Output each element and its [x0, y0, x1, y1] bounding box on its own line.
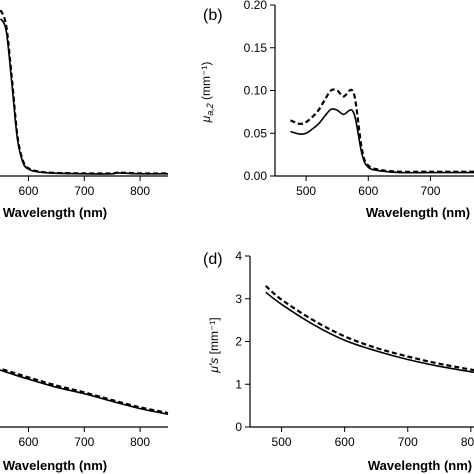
x-tick-label-d: 800	[461, 435, 474, 449]
xlabel-b: Wavelength (nm)	[366, 205, 470, 220]
panel-a: 600 700 800	[0, 9, 169, 198]
chart-marks: 600 700 800 500 600 700 0.00 0.05 0.10 0.15 0.20 60…	[0, 0, 474, 449]
series-line-dashed-a	[0, 9, 169, 175]
y-tick-label-d: 2	[235, 335, 242, 349]
x-tick-label-b: 500	[296, 184, 316, 198]
panel-c: 600 700 800	[0, 367, 169, 449]
y-tick-label-b: 0.05	[244, 126, 268, 140]
series-line-solid-b	[290, 108, 474, 174]
y-tick-label-b: 0.00	[244, 169, 268, 183]
y-tick-label-b: 0.10	[244, 84, 268, 98]
x-tick-label-c: 800	[130, 435, 150, 449]
x-tick-label-c: 700	[74, 435, 94, 449]
series-line-solid-d	[265, 291, 474, 374]
y-tick-label-b: 0.15	[244, 41, 268, 55]
y-tick-label-b: 0.20	[244, 0, 268, 12]
x-tick-label-a: 700	[74, 184, 94, 198]
series-line-solid-a	[0, 18, 169, 175]
x-tick-label-c: 600	[18, 435, 38, 449]
ylabel-d: μ's [mm⁻¹]	[207, 317, 221, 373]
ylabel-b-unit: (mm⁻¹)	[199, 62, 213, 104]
ylabel-d-symbol: μ's	[207, 358, 221, 374]
ylabel-b: μa,2 (mm⁻¹)	[199, 62, 215, 124]
ylabel-d-unit: [mm⁻¹]	[207, 317, 221, 357]
series-line-dashed-d	[265, 285, 474, 372]
y-tick-label-d: 3	[235, 292, 242, 306]
xlabel-c: Wavelength (nm)	[3, 458, 107, 473]
x-tick-label-b: 700	[420, 184, 440, 198]
x-tick-label-d: 600	[335, 435, 355, 449]
y-tick-label-d: 1	[235, 377, 242, 391]
x-tick-label-d: 700	[398, 435, 418, 449]
xlabel-d: Wavelength (nm)	[368, 458, 472, 473]
xlabel-a: Wavelength (nm)	[3, 205, 107, 220]
series-line-dashed-c	[0, 367, 169, 414]
x-tick-label-a: 800	[130, 184, 150, 198]
panel-label-d: (d)	[203, 251, 223, 268]
panel-d: 500 600 700 800 0 1 2 3 4	[235, 249, 474, 449]
panel-label-b: (b)	[203, 7, 223, 24]
y-tick-label-d: 4	[235, 249, 242, 263]
y-tick-label-d: 0	[235, 420, 242, 434]
ylabel-b-sub: a,2	[205, 103, 215, 116]
x-tick-label-a: 600	[18, 184, 38, 198]
panel-b: 500 600 700 0.00 0.05 0.10 0.15 0.20	[244, 0, 474, 198]
ylabel-b-symbol: μ	[199, 115, 213, 123]
series-line-solid-c	[0, 369, 169, 415]
series-line-dashed-b	[290, 88, 474, 173]
x-tick-label-b: 600	[358, 184, 378, 198]
x-tick-label-d: 500	[272, 435, 292, 449]
